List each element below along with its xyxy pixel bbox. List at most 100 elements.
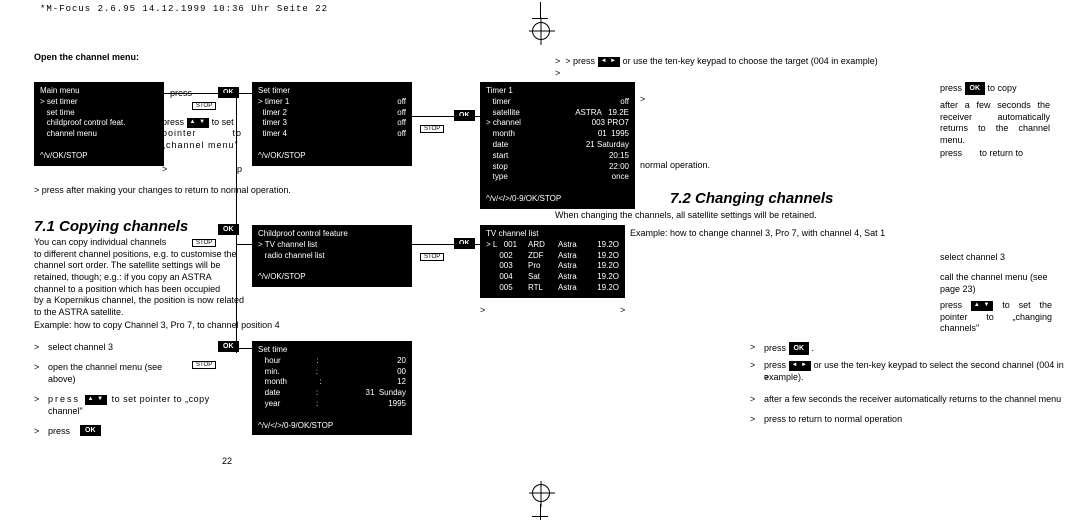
cell: 005: [486, 283, 528, 294]
cell: :: [316, 388, 318, 399]
list-item: channel menu: [40, 129, 158, 140]
box-footer: ^/v/</>/0-9/OK/STOP: [258, 421, 406, 432]
box-title: Timer 1: [486, 86, 629, 97]
cell: ARD: [528, 240, 558, 251]
cell: Astra: [558, 251, 590, 262]
cell: ZDF: [528, 251, 558, 262]
cell: Sat: [528, 272, 558, 283]
side-step-1: select channel 3: [940, 252, 1005, 264]
stop-icon: STOP: [192, 361, 216, 369]
stop-icon: STOP: [420, 125, 444, 133]
stop-icon: STOP: [192, 102, 216, 110]
connector-line: [236, 244, 252, 245]
box-footer: ^/v/OK/STOP: [258, 151, 406, 162]
press-label: press ▲ ▼ to set: [162, 117, 234, 129]
cell: :: [316, 367, 318, 378]
ok-icon: OK: [789, 342, 810, 355]
step-1: select channel 3: [48, 342, 113, 354]
page-header: *M-Focus 2.6.95 14.12.1999 10:36 Uhr Sei…: [0, 0, 328, 18]
connector-line: [164, 93, 252, 94]
press-label: press: [940, 83, 962, 93]
step-bullet: >: [34, 426, 39, 438]
box-footer: ^/v/OK/STOP: [40, 151, 158, 162]
cell: 31 Sunday: [354, 388, 406, 399]
cell: 12: [354, 377, 406, 388]
cell: 01 1995: [598, 129, 629, 140]
cell: start: [486, 151, 508, 162]
box-title: TV channel list: [486, 229, 619, 240]
connector-line: [412, 244, 480, 245]
text: to set: [212, 117, 234, 127]
gt: >: [620, 305, 625, 317]
step-2b: above): [48, 374, 76, 386]
cell: stop: [486, 162, 508, 173]
ok-icon: OK: [965, 82, 986, 95]
after-seconds: after a few seconds the receiver automat…: [940, 100, 1050, 147]
step-3a: press: [48, 394, 80, 404]
list-item: childproof control feat.: [40, 118, 158, 129]
cell: Astra: [558, 240, 590, 251]
cell: 19.2O: [597, 283, 619, 294]
to-copy: to copy: [988, 83, 1017, 93]
cell: off: [397, 129, 406, 140]
cell: 20: [354, 356, 406, 367]
step-bullet: >: [750, 360, 755, 372]
return-to: to return to: [980, 148, 1024, 158]
cell: Pro: [528, 261, 558, 272]
section-7-2-title: 7.2 Changing channels: [670, 190, 833, 207]
connector-line: [236, 348, 252, 349]
cell: 003 PRO7: [592, 118, 629, 129]
cell: :: [319, 377, 321, 388]
cell: year: [258, 399, 280, 410]
cell: Astra: [558, 272, 590, 283]
step-bullet: >: [750, 414, 755, 426]
crop-mark: [540, 2, 541, 18]
cell: > L 001: [486, 240, 528, 251]
registration-mark-icon: [532, 484, 550, 502]
cell: timer 2: [258, 108, 287, 119]
cell: timer 3: [258, 118, 287, 129]
registration-mark-icon: [532, 22, 550, 40]
cell: 19.2O: [597, 251, 619, 262]
up-down-icon: ▲ ▼: [85, 395, 108, 405]
cell: 19.2O: [597, 261, 619, 272]
cell: satellite: [486, 108, 520, 119]
step-3b: to set pointer to „copy: [112, 394, 210, 404]
bot-3: after a few seconds the receiver automat…: [764, 394, 1061, 406]
bot-2a: press: [764, 360, 786, 370]
section-7-1-title: 7.1 Copying channels: [34, 218, 188, 235]
cell: :: [316, 356, 318, 367]
box-footer: ^/v/OK/STOP: [258, 272, 406, 283]
cell: 004: [486, 272, 528, 283]
cell: 19.2O: [597, 272, 619, 283]
set-time-box: Set time hour:20 min.:00 month:12 date:3…: [252, 341, 412, 435]
cell: month: [258, 377, 287, 388]
cell: month: [486, 129, 515, 140]
cell: Astra: [558, 261, 590, 272]
cell: > channel: [486, 118, 521, 129]
cell: 00: [354, 367, 406, 378]
box-title: Set time: [258, 345, 406, 356]
list-item: set time: [40, 108, 158, 119]
main-menu-title: Main menu: [40, 86, 158, 97]
step-3c: channel": [48, 406, 83, 418]
left-right-icon: ◄ ►: [789, 361, 812, 371]
step-bullet: >: [750, 342, 755, 354]
box-footer: ^/v/</>/0-9/OK/STOP: [486, 194, 629, 205]
up-down-icon: ▲ ▼: [971, 301, 994, 311]
cell: hour: [258, 356, 281, 367]
list-item: > set timer: [40, 97, 158, 108]
cell: 21 Saturday: [586, 140, 629, 151]
connector-line: [412, 116, 480, 117]
cell: type: [486, 172, 508, 183]
connector-line: [236, 93, 237, 353]
main-menu-box: Main menu > set timer set time childproo…: [34, 82, 164, 166]
cell: timer 4: [258, 129, 287, 140]
step-bullet: >: [34, 394, 39, 406]
timer1-box: Timer 1 timeroff satelliteASTRA 19.2E > …: [480, 82, 635, 209]
cell: Astra: [558, 283, 590, 294]
step-bullet: >: [34, 342, 39, 354]
changing-body: When changing the channels, all satellit…: [555, 210, 817, 222]
text: or use the ten-key keypad to choose the …: [623, 56, 878, 66]
cell: timer: [486, 97, 510, 108]
